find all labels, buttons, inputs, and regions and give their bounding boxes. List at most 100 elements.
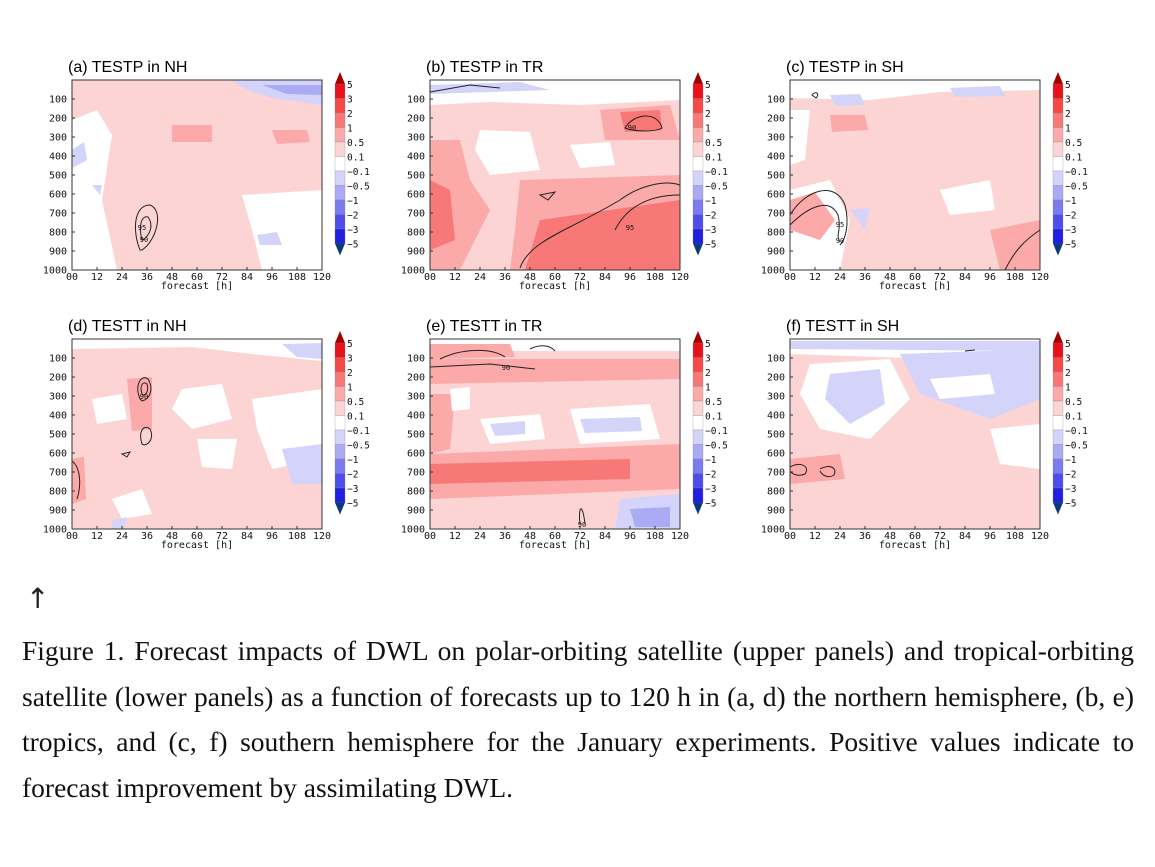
colorbar-bottom-triangle	[1053, 502, 1063, 515]
colorbar-label: 2	[347, 368, 353, 379]
x-tick-label: 108	[646, 272, 664, 283]
colorbar-swatch	[1052, 83, 1064, 99]
x-tick-label: 36	[499, 272, 511, 283]
colorbar-swatch	[334, 83, 346, 99]
y-tick-label: 700	[407, 209, 425, 220]
x-tick-label: 36	[499, 531, 511, 542]
y-tick-label: 400	[49, 411, 67, 422]
y-tick-label: 800	[767, 228, 785, 239]
colorbar: 5 3 2 1 0.5 0.1 −0.1 −0.5 −1 −2 −3 −5	[334, 331, 370, 515]
x-tick-label: 12	[449, 272, 461, 283]
colorbar-label: 0.5	[705, 138, 722, 149]
colorbar-label: −0.1	[347, 426, 370, 437]
panel-title: (d) TESTT in NH	[68, 318, 187, 335]
colorbar-swatch	[1052, 141, 1064, 157]
colorbar-label: −1	[347, 196, 359, 207]
contour-label: 90	[140, 393, 148, 401]
colorbar: 5 3 2 1 0.5 0.1 −0.1 −0.5 −1 −2 −3 −5	[1052, 72, 1088, 256]
colorbar-label: −0.1	[705, 426, 728, 437]
x-tick-label: 24	[116, 531, 128, 542]
x-tick-label: 00	[424, 272, 436, 283]
y-tick-label: 300	[767, 392, 785, 403]
figure-panels: (a) TESTP in NH (b) TESTP in TR	[43, 59, 1088, 552]
x-tick-label: 12	[449, 531, 461, 542]
y-tick-label: 100	[49, 95, 67, 106]
y-tick-label: 400	[407, 152, 425, 163]
y-tick-label: 600	[767, 190, 785, 201]
x-tick-label: 60	[909, 272, 921, 283]
y-tick-label: 100	[767, 95, 785, 106]
colorbar-label: 0.1	[1065, 412, 1082, 423]
colorbar-top-triangle	[1053, 331, 1063, 343]
colorbar-label: −0.1	[347, 167, 370, 178]
x-tick-label: 96	[624, 531, 636, 542]
colorbar-swatch	[1052, 156, 1064, 172]
panel-axes: 00 12 24 36 48 60 72 84 96 108 120 forecast [h] 100 2…	[761, 95, 1049, 293]
colorbar-swatch	[1052, 400, 1064, 416]
contour-label: 90	[836, 237, 844, 245]
x-tick-label: 00	[784, 272, 796, 283]
contour-label: 95	[626, 224, 634, 232]
panel-axes: 00 12 24 36 48 60 72 84 96 108 120 forecast [h] 100 2…	[761, 354, 1049, 552]
figure-caption: Figure 1. Forecast impacts of DWL on pol…	[22, 635, 1134, 803]
colorbar-label: 5	[705, 80, 711, 91]
x-tick-label: 24	[116, 272, 128, 283]
x-axis-label: forecast [h]	[879, 281, 951, 292]
colorbar-swatch	[692, 83, 704, 99]
colorbar-swatch	[334, 185, 346, 201]
colorbar-label: −3	[705, 484, 716, 495]
x-tick-label: 00	[66, 272, 78, 283]
x-tick-label: 60	[549, 272, 561, 283]
y-tick-label: 700	[407, 468, 425, 479]
colorbar-swatch	[334, 429, 346, 445]
y-tick-label: 800	[407, 487, 425, 498]
colorbar-label: 3	[1065, 354, 1071, 365]
colorbar-label: −2	[347, 470, 358, 481]
colorbar-label: −0.5	[705, 441, 728, 452]
x-tick-label: 48	[884, 531, 896, 542]
y-tick-label: 900	[767, 247, 785, 258]
colorbar-swatch	[334, 386, 346, 402]
colorbar-label: −5	[347, 240, 358, 251]
x-tick-label: 72	[934, 531, 946, 542]
colorbar-label: −1	[1065, 196, 1077, 207]
panel-e: (e) TESTT in TR	[426, 318, 681, 530]
panel-title: (e) TESTT in TR	[426, 318, 542, 335]
colorbar-label: 1	[1065, 383, 1071, 394]
colorbar-swatch	[334, 371, 346, 387]
x-tick-label: 120	[1031, 272, 1049, 283]
colorbar-swatch	[692, 371, 704, 387]
y-tick-label: 1000	[43, 266, 67, 277]
y-tick-label: 200	[49, 114, 67, 125]
x-tick-label: 36	[859, 272, 871, 283]
y-tick-label: 400	[767, 152, 785, 163]
y-tick-label: 400	[767, 411, 785, 422]
x-tick-label: 12	[91, 272, 103, 283]
x-tick-label: 12	[809, 531, 821, 542]
colorbar-swatch	[1052, 185, 1064, 201]
colorbar-swatch	[1052, 415, 1064, 431]
colorbar-label: −0.5	[347, 182, 370, 193]
colorbar-label: −0.5	[705, 182, 728, 193]
colorbar-swatch	[334, 400, 346, 416]
colorbar-label: −1	[705, 196, 717, 207]
colorbar-swatch	[1052, 342, 1064, 358]
x-axis-label: forecast [h]	[161, 540, 233, 551]
x-tick-label: 36	[141, 531, 153, 542]
colorbar-bottom-triangle	[335, 243, 345, 256]
colorbar-label: −3	[347, 225, 358, 236]
colorbar-label: −3	[1065, 484, 1076, 495]
y-tick-label: 500	[49, 171, 67, 182]
x-tick-label: 108	[288, 272, 306, 283]
y-tick-label: 500	[767, 171, 785, 182]
colorbar-label: 1	[1065, 124, 1071, 135]
colorbar-swatch	[334, 473, 346, 489]
colorbar-label: 2	[347, 109, 353, 120]
colorbar-swatch	[1052, 214, 1064, 230]
x-tick-label: 96	[266, 531, 278, 542]
y-tick-label: 400	[49, 152, 67, 163]
x-tick-label: 108	[646, 531, 664, 542]
x-tick-label: 84	[599, 272, 611, 283]
colorbar-swatch	[1052, 127, 1064, 143]
colorbar-swatch	[692, 199, 704, 215]
